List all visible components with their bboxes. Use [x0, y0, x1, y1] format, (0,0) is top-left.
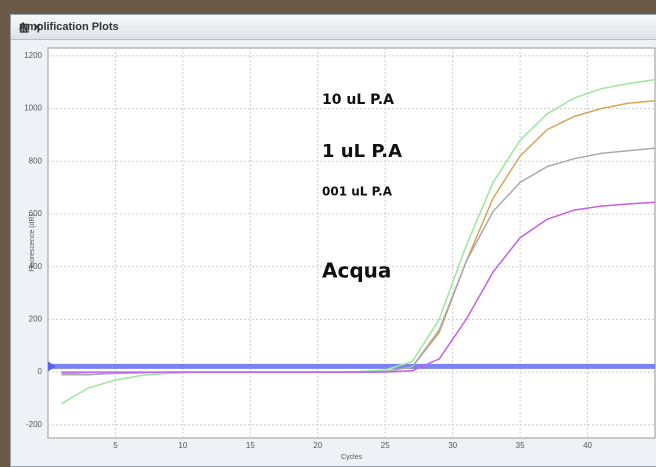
x-tick-label: 35	[516, 441, 525, 450]
annotation: 001 uL P.A	[322, 185, 393, 199]
y-axis-label: Fluorescence (dR)	[29, 214, 36, 272]
y-tick-label: 800	[29, 156, 43, 165]
page: {"window": {"title": "Amplification Plot…	[0, 0, 656, 465]
y-tick-label: 200	[29, 315, 43, 324]
y-tick-label: 0	[38, 367, 43, 376]
y-tick-label: 1000	[24, 104, 42, 113]
x-tick-label: 30	[448, 441, 457, 450]
annotation: 10 uL P.A	[322, 92, 394, 108]
annotation: Acqua	[322, 259, 391, 283]
y-tick-label: -200	[26, 420, 43, 429]
y-tick-label: 1200	[24, 51, 42, 60]
annotation: 1 uL P.A	[322, 141, 402, 162]
x-axis-label: Cycles	[341, 454, 363, 461]
x-tick-label: 40	[583, 441, 592, 450]
x-tick-label: 25	[381, 441, 390, 450]
x-tick-label: 15	[246, 441, 255, 450]
x-tick-label: 20	[313, 441, 322, 450]
x-tick-label: 5	[113, 441, 118, 450]
x-tick-label: 10	[178, 441, 187, 450]
chart: -200020040060080010001200510152025303540…	[0, 0, 656, 465]
